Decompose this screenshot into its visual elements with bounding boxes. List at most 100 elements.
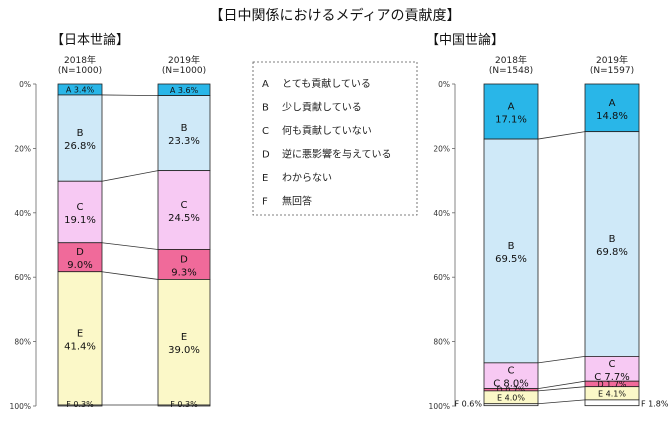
china-data-label: 69.8% [596, 247, 628, 258]
japan-bar-segment-c [157, 170, 211, 250]
japan-segment-key-label: C [181, 200, 188, 211]
japan-bar-segment-b [157, 95, 211, 172]
japan-segment-key-label: E [181, 332, 187, 343]
japan-bar-segment-d [157, 249, 211, 280]
china-data-label: E 4.1% [598, 389, 626, 398]
china-y-tick-label: 40% [433, 209, 450, 218]
japan-bar-segment-e [57, 271, 103, 406]
china-data-label: D 0.7% [496, 386, 525, 395]
japan-bar-segment-e [157, 279, 211, 406]
china-bar-segment-c [483, 362, 539, 390]
japan-segment-key-label: B [77, 128, 84, 139]
legend-label: 逆に悪影響を与えている [282, 148, 392, 161]
japan-bar-segment-f [57, 404, 103, 407]
japan-data-label: 9.0% [67, 260, 92, 271]
japan-bar-segment-d [57, 242, 103, 273]
china-bar-segment-b [483, 138, 539, 364]
legend-key: B [262, 103, 269, 114]
legend-label: 無回答 [282, 195, 312, 208]
japan-data-label: 26.8% [64, 141, 96, 152]
japan-data-label: 41.4% [64, 341, 96, 352]
legend-label: 何も貢献していない [282, 124, 372, 137]
china-data-label: 17.1% [495, 115, 527, 126]
japan-data-label: 24.5% [168, 213, 200, 224]
japan-y-tick-label: 60% [14, 273, 31, 282]
china-data-label: E 4.0% [497, 393, 525, 402]
china-connector-line [537, 356, 586, 364]
china-data-label: C 7.7% [594, 372, 630, 383]
japan-data-label: A 3.6% [170, 86, 199, 95]
japan-data-label: 39.0% [168, 345, 200, 356]
japan-category-n: (N=1000) [162, 66, 206, 76]
china-data-label: 69.5% [495, 254, 527, 265]
china-segment-key-label: B [508, 241, 515, 252]
legend-label: とても貢献している [282, 77, 371, 90]
china-connector-line [537, 380, 586, 390]
japan-y-tick-label: 20% [14, 144, 31, 153]
japan-segment-key-label: C [77, 202, 84, 213]
china-data-label: F 1.8% [641, 400, 669, 409]
china-connector-line [537, 386, 586, 392]
japan-data-label: 19.1% [64, 215, 96, 226]
japan-panel-title: 【日本世論】 [51, 32, 129, 48]
legend-key: E [262, 173, 268, 184]
japan-category-year: 2019年 [168, 54, 200, 66]
china-data-label: 14.8% [596, 111, 628, 122]
japan-category-year: 2018年 [64, 54, 96, 66]
china-connector-line [537, 399, 586, 405]
legend-label: わからない [282, 172, 332, 184]
china-data-label: F 0.6% [455, 400, 483, 409]
china-segment-key-label: C [508, 366, 515, 377]
china-data-label: D 1.7% [597, 380, 626, 389]
legend-box [252, 61, 418, 216]
japan-data-label: A 3.4% [66, 85, 95, 94]
china-bar-segment-b [584, 131, 640, 357]
japan-connector-line [101, 170, 159, 182]
china-segment-key-label: A [508, 102, 515, 113]
china-category-n: (N=1548) [489, 66, 533, 76]
japan-connector-line [101, 94, 159, 96]
chart-title: 【日中関係におけるメディアの貢献度】 [209, 7, 460, 24]
china-panel-title: 【中国世論】 [426, 32, 504, 48]
china-y-tick-label: 0% [438, 80, 450, 89]
china-segment-key-label: A [609, 98, 616, 109]
japan-data-label: 23.3% [168, 136, 200, 147]
japan-data-label: 9.3% [171, 267, 196, 278]
china-bar-segment-f [584, 399, 640, 407]
japan-data-label: F 0.3% [170, 400, 198, 409]
legend: A とても貢献している B 少し貢献している C 何も貢献していない D 逆に悪影響を与えてい… [252, 61, 418, 216]
china-category-year: 2018年 [495, 54, 527, 66]
japan-panel: 【日本世論】0%20%40%60%80%100%2018年(N=1000)201… [10, 32, 211, 411]
japan-category-n: (N=1000) [58, 66, 102, 76]
japan-segment-key-label: D [76, 247, 84, 258]
china-bar-segment-f [483, 403, 539, 407]
china-bar-segment-a [584, 83, 640, 133]
japan-y-tick-label: 100% [10, 402, 31, 411]
legend-key: F [262, 197, 268, 208]
japan-y-tick-label: 40% [14, 209, 31, 218]
japan-segment-key-label: D [180, 254, 188, 265]
china-y-tick-label: 100% [429, 402, 450, 411]
japan-data-label: F 0.3% [66, 400, 94, 409]
china-category-year: 2019年 [596, 54, 628, 66]
china-bar-segment-a [483, 83, 539, 140]
japan-bar-segment-c [57, 180, 103, 244]
china-category-n: (N=1597) [590, 66, 634, 76]
china-connector-line [537, 131, 586, 140]
japan-y-tick-label: 0% [19, 80, 31, 89]
japan-segment-key-label: B [181, 123, 188, 134]
china-segment-key-label: B [609, 234, 616, 245]
japan-connector-line [101, 271, 159, 280]
china-panel: 【中国世論】 0% 20% 40% 60% 80% 100% 2018年(N=1548) 201… [426, 32, 669, 411]
legend-label: 少し貢献している [282, 101, 362, 114]
china-segment-key-label: C [609, 359, 616, 370]
legend-key: D [262, 150, 270, 161]
china-y-tick-label: 20% [433, 144, 450, 153]
legend-key: A [262, 79, 269, 90]
japan-y-tick-label: 80% [14, 338, 31, 347]
legend-key: C [262, 126, 269, 137]
japan-segment-key-label: E [77, 328, 83, 339]
japan-connector-line [101, 242, 159, 250]
